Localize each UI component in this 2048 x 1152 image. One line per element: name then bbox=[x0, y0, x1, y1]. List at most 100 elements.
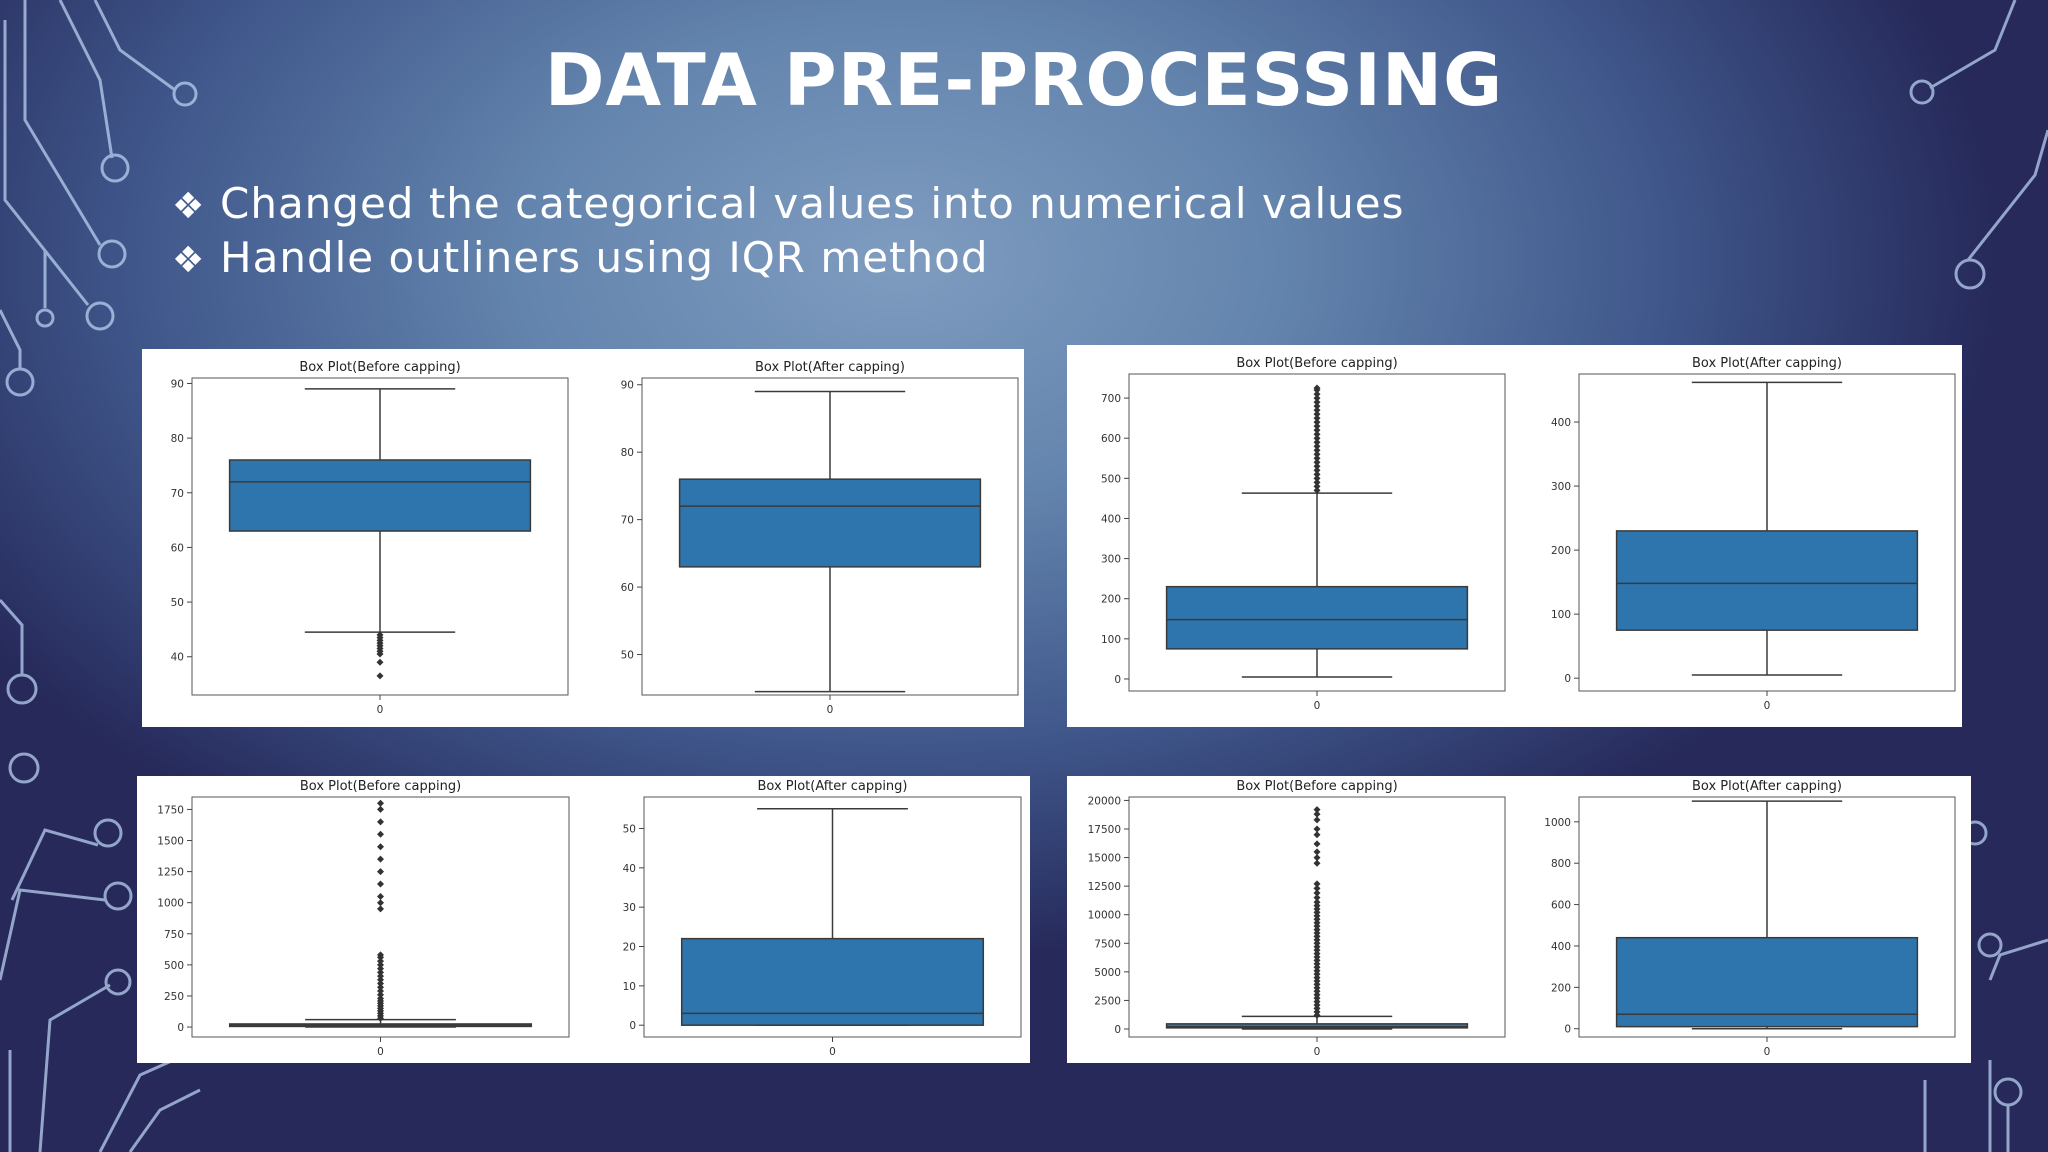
y-tick-label: 1250 bbox=[157, 867, 184, 879]
y-tick-label: 5000 bbox=[1094, 967, 1121, 979]
outlier-point bbox=[376, 658, 384, 666]
chart-panel-3: Box Plot(Before capping) 0 250 500 750 1000 12… bbox=[137, 776, 1030, 1063]
outlier-point bbox=[1313, 482, 1321, 490]
iqr-box bbox=[1165, 1023, 1469, 1029]
y-tick-label: 70 bbox=[621, 515, 634, 527]
outlier-point bbox=[377, 994, 384, 1002]
outlier-point bbox=[1313, 422, 1321, 430]
plot-title: Box Plot(After capping) bbox=[1692, 779, 1842, 794]
outlier-point bbox=[1313, 462, 1321, 470]
outlier-point bbox=[377, 799, 384, 807]
outlier-point bbox=[377, 805, 384, 813]
iqr-box bbox=[1615, 936, 1919, 1028]
y-tick-label: 750 bbox=[164, 929, 184, 941]
y-tick-label: 20 bbox=[623, 942, 636, 954]
y-tick-label: 50 bbox=[621, 650, 634, 662]
y-tick-label: 400 bbox=[1551, 941, 1571, 953]
y-tick-label: 200 bbox=[1101, 594, 1121, 606]
boxplot-before-4: Box Plot(Before capping) 0 2500 5000 7500 100… bbox=[1088, 779, 1506, 1058]
y-tick-label: 0 bbox=[1114, 674, 1121, 686]
boxplot-before-2: Box Plot(Before capping) 0 100 200 300 400 500… bbox=[1101, 356, 1506, 712]
outlier-point bbox=[1313, 418, 1321, 426]
outlier-point bbox=[377, 880, 384, 888]
outlier-point bbox=[1313, 414, 1321, 422]
outlier-point bbox=[377, 961, 384, 969]
plot-title: Box Plot(Before capping) bbox=[299, 360, 460, 375]
outlier-point bbox=[1313, 458, 1321, 466]
bullet-marker-icon: ❖ bbox=[172, 240, 206, 281]
y-tick-label: 1000 bbox=[1544, 817, 1571, 829]
outlier-point bbox=[1313, 402, 1321, 410]
x-tick-label: 0 bbox=[829, 1046, 836, 1058]
bullet-text: Changed the categorical values into nume… bbox=[220, 179, 1405, 228]
outlier-point bbox=[1313, 825, 1321, 833]
y-tick-label: 100 bbox=[1101, 634, 1121, 646]
x-tick-label: 0 bbox=[377, 704, 384, 716]
bullet-marker-icon: ❖ bbox=[172, 186, 206, 227]
y-tick-label: 50 bbox=[171, 597, 184, 609]
outlier-point bbox=[377, 983, 384, 991]
y-tick-label: 60 bbox=[171, 542, 184, 554]
outlier-point bbox=[1313, 894, 1321, 902]
outlier-point bbox=[377, 972, 384, 980]
outlier-point bbox=[1313, 426, 1321, 434]
y-tick-label: 400 bbox=[1551, 417, 1571, 429]
y-tick-label: 300 bbox=[1551, 481, 1571, 493]
bullet-item: ❖ Changed the categorical values into num… bbox=[172, 178, 1405, 232]
y-tick-label: 0 bbox=[629, 1020, 636, 1032]
outlier-point bbox=[1313, 854, 1321, 862]
outlier-point bbox=[377, 905, 384, 913]
plot-title: Box Plot(Before capping) bbox=[1236, 779, 1397, 794]
outlier-point bbox=[1313, 831, 1321, 839]
y-tick-label: 80 bbox=[171, 433, 184, 445]
boxplot-after-3: Box Plot(After capping) 0 10 20 30 40 50 0 bbox=[623, 779, 1022, 1058]
boxplot-pair-4: Box Plot(Before capping) 0 2500 5000 7500 100… bbox=[1088, 779, 1956, 1058]
outlier-point bbox=[1313, 470, 1321, 478]
y-tick-label: 0 bbox=[177, 1022, 184, 1034]
outlier-point bbox=[1313, 466, 1321, 474]
y-tick-label: 90 bbox=[171, 378, 184, 390]
outlier-point bbox=[1313, 384, 1321, 392]
y-tick-label: 300 bbox=[1101, 554, 1121, 566]
x-tick-label: 0 bbox=[1764, 1046, 1771, 1058]
y-tick-label: 1000 bbox=[157, 898, 184, 910]
y-tick-label: 200 bbox=[1551, 982, 1571, 994]
outlier-point bbox=[1313, 880, 1321, 888]
bullet-text: Handle outliners using IQR method bbox=[220, 233, 989, 282]
y-tick-label: 7500 bbox=[1094, 938, 1121, 950]
y-tick-label: 700 bbox=[1101, 393, 1121, 405]
boxplot-after-2: Box Plot(After capping) 0 100 200 300 400 0 bbox=[1551, 356, 1956, 712]
boxplot-after-1: Box Plot(After capping) 50 60 70 80 90 0 bbox=[621, 360, 1019, 716]
y-tick-label: 250 bbox=[164, 991, 184, 1003]
y-tick-label: 400 bbox=[1101, 513, 1121, 525]
outlier-point bbox=[1313, 454, 1321, 462]
iqr-box bbox=[680, 937, 985, 1026]
outlier-point bbox=[1313, 840, 1321, 848]
x-tick-label: 0 bbox=[377, 1046, 384, 1058]
bullet-item: ❖ Handle outliners using IQR method bbox=[172, 232, 1405, 286]
boxplot-after-4: Box Plot(After capping) 0 200 400 600 800 1000… bbox=[1544, 779, 1956, 1058]
iqr-box bbox=[228, 459, 532, 532]
outlier-point bbox=[1313, 438, 1321, 446]
y-tick-label: 600 bbox=[1551, 900, 1571, 912]
y-tick-label: 1750 bbox=[157, 804, 184, 816]
outlier-point bbox=[1313, 889, 1321, 897]
y-tick-label: 40 bbox=[623, 863, 636, 875]
outlier-point bbox=[377, 991, 384, 999]
boxplot-before-3: Box Plot(Before capping) 0 250 500 750 1000 12… bbox=[157, 779, 570, 1058]
boxplot-pair-3: Box Plot(Before capping)0250500750100012… bbox=[157, 779, 1022, 1058]
outlier-point bbox=[1313, 398, 1321, 406]
outlier-point bbox=[377, 892, 384, 900]
outlier-point bbox=[1313, 390, 1321, 398]
y-tick-label: 0 bbox=[1114, 1024, 1121, 1036]
boxplot-pair-1: Box Plot(Before capping) 40 50 60 70 80 90 0 Bo… bbox=[171, 360, 1019, 716]
outlier-point bbox=[377, 965, 384, 973]
iqr-box bbox=[1615, 530, 1919, 631]
y-tick-label: 20000 bbox=[1088, 795, 1121, 807]
plot-title: Box Plot(Before capping) bbox=[1236, 356, 1397, 371]
outlier-point bbox=[1313, 816, 1321, 824]
y-tick-label: 80 bbox=[621, 447, 634, 459]
boxplot-pair-2: Box Plot(Before capping) 0 100 200 300 400 500… bbox=[1101, 356, 1956, 712]
chart-panel-2: Box Plot(Before capping) 0 100 200 300 400 500… bbox=[1067, 345, 1962, 727]
